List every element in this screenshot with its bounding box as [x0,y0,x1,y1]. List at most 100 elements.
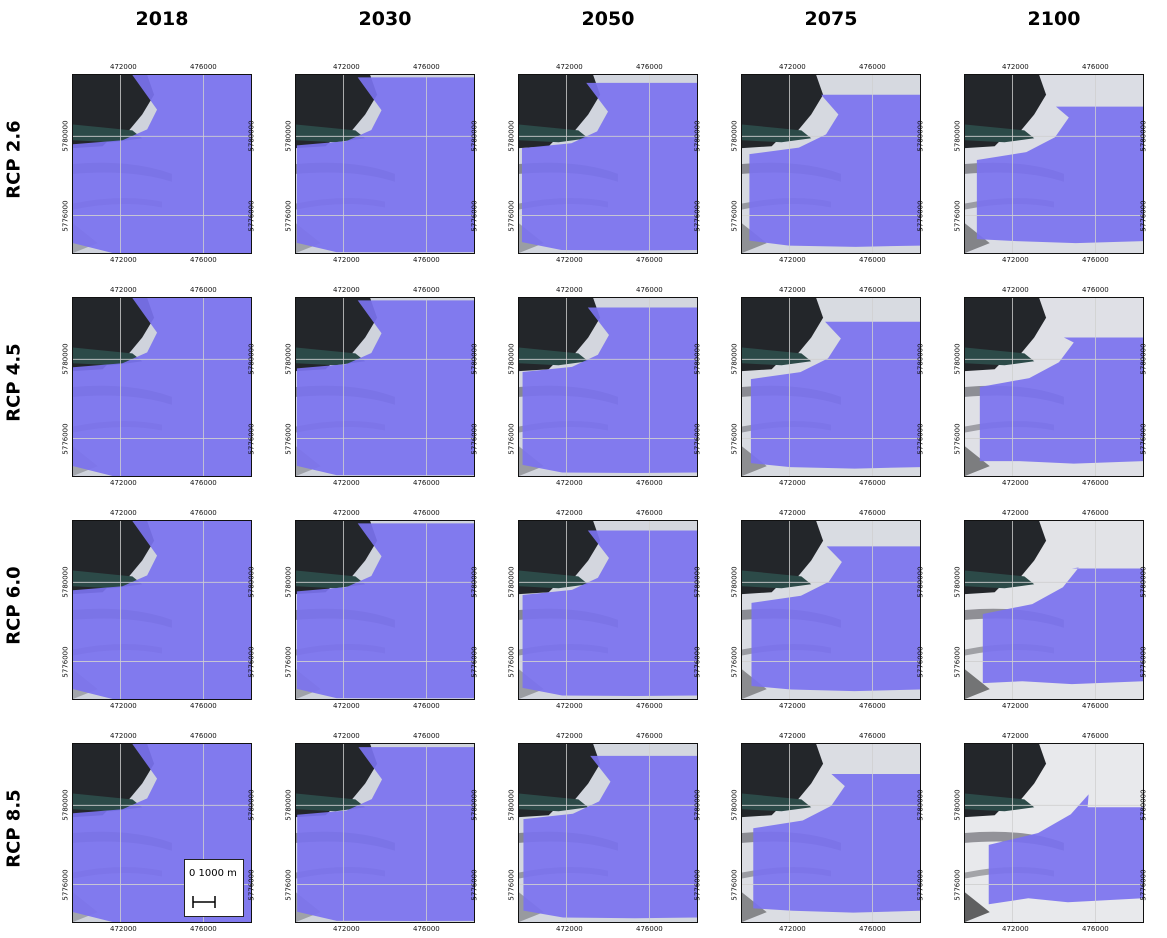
tick-label-y-left: 5776000 [953,200,962,232]
tick-label-x-bottom: 476000 [636,256,663,264]
map-panel [964,74,1144,254]
tick-label-y-left: 5776000 [61,646,70,678]
tick-label-y-right: 5780000 [247,343,256,375]
scale-bar-graphic [192,896,216,908]
map-panel [741,520,921,700]
tick-label-x-top: 472000 [556,509,583,517]
tick-label-x-bottom: 472000 [1002,479,1029,487]
row-header-rcp-6-0: RCP 6.0 [3,566,25,645]
tick-label-x-top: 476000 [190,63,217,71]
tick-label-y-left: 5780000 [61,789,70,821]
tick-label-x-bottom: 476000 [413,479,440,487]
map-panel [295,520,475,700]
column-header-2050: 2050 [581,8,635,30]
scale-bar-label: 0 1000 m [189,868,237,879]
tick-label-x-bottom: 472000 [1002,702,1029,710]
tick-label-y-left: 5780000 [730,120,739,152]
tick-label-x-bottom: 476000 [859,479,886,487]
tick-label-y-right: 5780000 [470,789,479,821]
tick-label-y-right: 5780000 [693,789,702,821]
map-panel [741,297,921,477]
tick-label-x-bottom: 476000 [190,702,217,710]
map-panel [518,297,698,477]
tick-label-x-bottom: 476000 [636,479,663,487]
tick-label-x-bottom: 476000 [1082,702,1109,710]
tick-label-x-bottom: 472000 [1002,256,1029,264]
tick-label-y-left: 5776000 [507,423,516,455]
tick-label-x-bottom: 476000 [190,479,217,487]
tick-label-y-right: 5776000 [1139,646,1148,678]
map-panel [741,74,921,254]
tick-label-x-top: 476000 [636,63,663,71]
tick-label-y-left: 5780000 [507,120,516,152]
tick-label-y-left: 5776000 [953,869,962,901]
tick-label-y-left: 5780000 [953,120,962,152]
tick-label-x-top: 472000 [556,286,583,294]
tick-label-x-bottom: 472000 [556,925,583,933]
tick-label-y-right: 5780000 [470,343,479,375]
tick-label-x-bottom: 472000 [556,479,583,487]
tick-label-y-right: 5776000 [470,869,479,901]
tick-label-x-bottom: 476000 [413,925,440,933]
map-panel [295,743,475,923]
tick-label-y-right: 5780000 [916,120,925,152]
tick-label-x-top: 472000 [333,732,360,740]
tick-label-x-top: 476000 [1082,63,1109,71]
tick-label-y-right: 5776000 [470,200,479,232]
tick-label-x-top: 472000 [1002,286,1029,294]
tick-label-y-left: 5780000 [507,566,516,598]
tick-label-x-bottom: 476000 [413,702,440,710]
tick-label-x-bottom: 476000 [636,702,663,710]
tick-label-x-bottom: 472000 [110,256,137,264]
map-panel [295,297,475,477]
column-header-2018: 2018 [135,8,189,30]
tick-label-x-top: 476000 [190,732,217,740]
tick-label-y-left: 5776000 [730,646,739,678]
tick-label-y-right: 5780000 [1139,789,1148,821]
tick-label-y-right: 5776000 [916,200,925,232]
tick-label-x-bottom: 476000 [413,256,440,264]
tick-label-x-bottom: 472000 [1002,925,1029,933]
tick-label-x-bottom: 472000 [110,479,137,487]
tick-label-x-bottom: 476000 [636,925,663,933]
map-panel [741,743,921,923]
tick-label-x-top: 476000 [859,63,886,71]
tick-label-x-top: 476000 [413,509,440,517]
tick-label-x-top: 476000 [413,286,440,294]
tick-label-y-right: 5780000 [247,789,256,821]
tick-label-y-left: 5776000 [730,869,739,901]
tick-label-x-top: 472000 [333,509,360,517]
tick-label-x-top: 476000 [636,732,663,740]
tick-label-x-top: 476000 [190,286,217,294]
tick-label-y-left: 5780000 [953,566,962,598]
tick-label-x-top: 472000 [110,732,137,740]
tick-label-y-right: 5776000 [1139,200,1148,232]
map-panel [72,520,252,700]
tick-label-y-left: 5780000 [61,343,70,375]
tick-label-y-left: 5780000 [61,566,70,598]
map-panel [72,297,252,477]
tick-label-y-left: 5776000 [507,646,516,678]
tick-label-x-top: 472000 [333,63,360,71]
tick-label-x-top: 476000 [1082,509,1109,517]
tick-label-y-right: 5780000 [247,120,256,152]
tick-label-x-bottom: 472000 [110,702,137,710]
tick-label-y-right: 5780000 [470,566,479,598]
tick-label-y-left: 5776000 [284,869,293,901]
tick-label-y-left: 5780000 [730,343,739,375]
tick-label-x-top: 472000 [1002,732,1029,740]
tick-label-y-left: 5776000 [730,423,739,455]
tick-label-x-top: 472000 [779,286,806,294]
tick-label-x-bottom: 476000 [190,925,217,933]
tick-label-y-right: 5776000 [1139,869,1148,901]
tick-label-x-top: 472000 [1002,63,1029,71]
tick-label-y-left: 5776000 [284,423,293,455]
tick-label-y-right: 5780000 [916,566,925,598]
tick-label-x-bottom: 476000 [1082,479,1109,487]
tick-label-x-top: 476000 [859,732,886,740]
tick-label-y-right: 5780000 [693,566,702,598]
tick-label-x-top: 472000 [779,63,806,71]
row-header-rcp-4-5: RCP 4.5 [3,343,25,422]
tick-label-y-left: 5780000 [507,343,516,375]
tick-label-x-top: 472000 [110,286,137,294]
